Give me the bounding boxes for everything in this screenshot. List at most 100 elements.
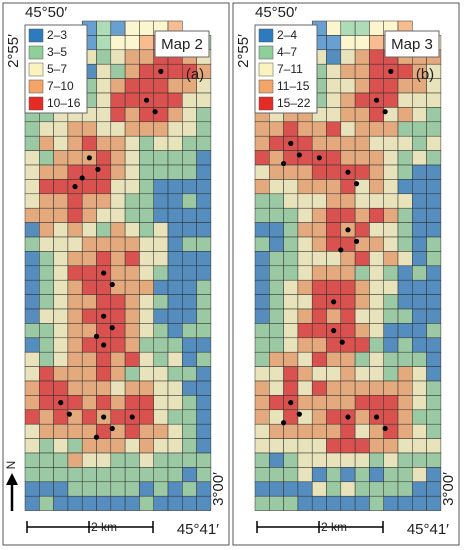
legend-swatch (258, 62, 274, 77)
grid-cell (81, 308, 97, 324)
grid-cell (397, 351, 413, 367)
grid-cell (139, 366, 154, 382)
grid-cell (153, 251, 169, 267)
grid-cell (110, 495, 126, 511)
grid-cell (67, 366, 83, 382)
grid-cell (196, 222, 212, 238)
grid-cell (96, 193, 112, 209)
grid-cell (24, 337, 40, 353)
grid-cell (311, 409, 327, 425)
grid-cell (153, 207, 169, 223)
legend-swatch (28, 62, 44, 77)
grid-cell (124, 78, 140, 94)
grid-cell (412, 193, 427, 209)
grid-cell (297, 121, 313, 137)
grid-cell (311, 308, 327, 324)
grid-cell (110, 121, 126, 137)
grid-cell (412, 164, 427, 180)
grid-cell (53, 452, 69, 468)
grid-cell (67, 438, 83, 454)
grid-cell (426, 409, 442, 425)
grid-cell (369, 380, 384, 396)
grid-cell (196, 193, 212, 209)
grid-cell (426, 366, 442, 382)
grid-cell (383, 164, 399, 180)
grid-cell (39, 308, 54, 324)
grid-cell (139, 467, 154, 483)
grid-cell (81, 438, 97, 454)
grid-cell (383, 409, 399, 425)
grid-cell (340, 380, 356, 396)
grid-cell (326, 251, 342, 267)
grid-cell (297, 452, 313, 468)
grid-cell (354, 20, 370, 36)
grid-cell (326, 380, 342, 396)
grid-cell (182, 452, 197, 468)
grid-cell (254, 222, 270, 238)
legend-label: 2–3 (47, 28, 67, 42)
grid-cell (254, 308, 270, 324)
grid-cell (196, 265, 212, 281)
grid-cell (354, 438, 370, 454)
grid-cell (124, 35, 140, 51)
grid-cell (269, 452, 284, 468)
grid-cell (297, 438, 313, 454)
grid-cell (153, 308, 169, 324)
grid-cell (340, 423, 356, 439)
grid-cell (139, 337, 154, 353)
grid-cell (167, 323, 183, 339)
grid-cell (340, 193, 356, 209)
grid-cell (283, 207, 299, 223)
grid-cell (67, 337, 83, 353)
grid-cell (24, 150, 40, 166)
grid-cell (110, 452, 126, 468)
grid-cell (39, 135, 54, 151)
grid-cell (67, 121, 83, 137)
grid-cell (326, 337, 342, 353)
panel: 2–4 4–7 7–11 11–15 15–22 Map 3 (b) 45°50′2°55′ 3… (232, 2, 460, 546)
grid-cell (369, 308, 384, 324)
grid-cell (412, 481, 427, 497)
grid-cell (326, 63, 342, 79)
grid-cell (53, 193, 69, 209)
grid-cell (167, 236, 183, 252)
grid-cell (39, 409, 54, 425)
sample-point (388, 68, 394, 74)
grid-cell (39, 251, 54, 267)
grid-cell (369, 35, 384, 51)
grid-cell (397, 409, 413, 425)
sample-point (373, 414, 380, 420)
grid-cell (426, 279, 442, 295)
grid-cell (124, 481, 140, 497)
sample-point (353, 181, 360, 187)
grid-cell (153, 121, 169, 137)
title-box (384, 30, 440, 58)
grid-cell (340, 279, 356, 295)
grid-cell (167, 366, 183, 382)
sample-point (288, 140, 294, 146)
grid-cell (412, 308, 427, 324)
grid-cell (354, 78, 370, 94)
sample-point (101, 342, 107, 348)
grid-cell (53, 467, 69, 483)
grid-cell (311, 323, 327, 339)
grid-cell (39, 323, 54, 339)
grid-cell (182, 265, 197, 281)
grid-cell (311, 337, 327, 353)
grid-cell (254, 438, 270, 454)
grid-cell (326, 107, 342, 123)
grid-cell (153, 481, 169, 497)
north-arrowhead (6, 473, 18, 485)
grid-cell (283, 380, 299, 396)
grid-cell (269, 135, 284, 151)
grid-cell (283, 294, 299, 310)
grid-cell (139, 193, 154, 209)
grid-cell (297, 164, 313, 180)
grid-cell (426, 222, 442, 238)
grid-cell (369, 337, 384, 353)
grid-cell (397, 222, 413, 238)
grid-cell (24, 164, 40, 180)
grid-cell (67, 279, 83, 295)
grid-cell (53, 351, 69, 367)
grid-cell (397, 323, 413, 339)
